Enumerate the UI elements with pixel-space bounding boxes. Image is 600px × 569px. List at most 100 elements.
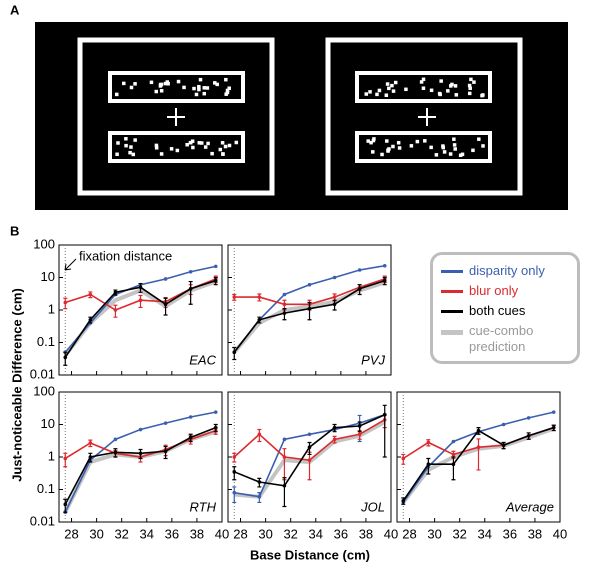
error-bar <box>188 433 193 443</box>
x-tick-label: 36 <box>334 526 348 541</box>
error-bar <box>307 451 312 481</box>
error-bar <box>332 299 337 311</box>
chart-title: PVJ <box>361 352 385 367</box>
dot <box>390 83 394 88</box>
dot <box>213 81 217 85</box>
dot <box>429 88 434 93</box>
legend-label: cue-combo prediction <box>469 323 534 354</box>
dot <box>218 147 223 152</box>
dot <box>380 152 384 157</box>
point <box>163 277 168 281</box>
dot <box>449 84 453 88</box>
y-tick-label: 1 <box>48 301 55 316</box>
dot <box>421 77 426 82</box>
y-tick-label: 100 <box>33 383 55 398</box>
point <box>282 292 287 297</box>
x-tick-label: 40 <box>553 526 567 541</box>
point <box>307 282 312 287</box>
error-bar <box>307 441 312 456</box>
dot <box>439 79 443 83</box>
chart-title: EAC <box>189 352 216 367</box>
error-bar <box>138 448 143 460</box>
dot <box>197 84 201 89</box>
dot <box>437 91 442 96</box>
legend-label: disparity only <box>469 263 545 278</box>
legend-label: both cues <box>469 303 526 318</box>
dot <box>169 147 174 151</box>
dot <box>202 86 207 90</box>
point <box>113 437 118 442</box>
error-bar <box>426 457 431 475</box>
point <box>357 268 362 272</box>
dot <box>434 153 439 157</box>
dot <box>441 144 445 148</box>
dot <box>122 81 126 86</box>
point <box>138 427 143 432</box>
y-tick-label: 0.1 <box>37 481 55 496</box>
fixation-cross <box>167 108 185 126</box>
dot <box>477 137 481 141</box>
point <box>282 437 287 442</box>
error-bar <box>307 301 312 321</box>
x-tick-label: 28 <box>402 526 416 541</box>
dot <box>115 152 119 157</box>
y-tick-label: 0.01 <box>30 366 55 381</box>
error-bar <box>257 293 262 302</box>
dot <box>220 140 225 145</box>
x-tick-label: 34 <box>478 526 492 541</box>
chart-title: JOL <box>360 499 385 514</box>
dot <box>182 85 186 90</box>
error-bar <box>163 445 168 460</box>
dot <box>385 139 389 143</box>
dot <box>133 138 137 142</box>
dot <box>124 143 128 148</box>
legend: disparity only blur only both cues cue-comb… <box>430 252 580 364</box>
error-bar <box>551 424 556 432</box>
dot <box>158 84 163 88</box>
dot <box>129 145 133 149</box>
dot <box>115 92 119 97</box>
y-tick-label: 1 <box>48 448 55 463</box>
dot <box>366 139 370 143</box>
x-tick-label: 28 <box>64 526 78 541</box>
dot <box>396 141 401 145</box>
error-bar <box>451 456 456 481</box>
error-bar <box>63 297 68 310</box>
x-tick-label: 34 <box>309 526 323 541</box>
error-bar <box>257 492 262 504</box>
dot <box>452 137 456 141</box>
dot <box>452 143 457 147</box>
dot <box>192 86 196 91</box>
point <box>163 421 168 425</box>
dot <box>159 89 164 93</box>
frame <box>77 37 275 196</box>
series-line <box>64 265 216 353</box>
dot <box>454 93 459 97</box>
annotation-arrow <box>64 258 77 271</box>
dot <box>159 152 164 156</box>
y-tick-label: 0.1 <box>37 334 55 349</box>
panel-label: B <box>10 223 19 238</box>
dot <box>460 152 465 157</box>
error-bar <box>476 427 481 435</box>
dot <box>442 150 447 154</box>
dot <box>368 90 372 94</box>
dot <box>481 144 485 148</box>
dot <box>375 92 379 97</box>
dot <box>391 144 395 149</box>
dot <box>227 86 231 90</box>
error-bar <box>257 316 262 324</box>
dot <box>397 146 402 150</box>
error-bar <box>113 448 118 458</box>
dot <box>458 153 463 158</box>
dot <box>131 152 136 157</box>
y-tick-label: 100 <box>33 236 55 251</box>
dot <box>369 140 373 145</box>
dot <box>149 80 154 85</box>
dot <box>210 151 214 156</box>
dot <box>387 147 391 151</box>
fixation-cross <box>418 108 436 126</box>
x-tick-label: 32 <box>283 526 297 541</box>
legend-swatch <box>441 330 463 335</box>
